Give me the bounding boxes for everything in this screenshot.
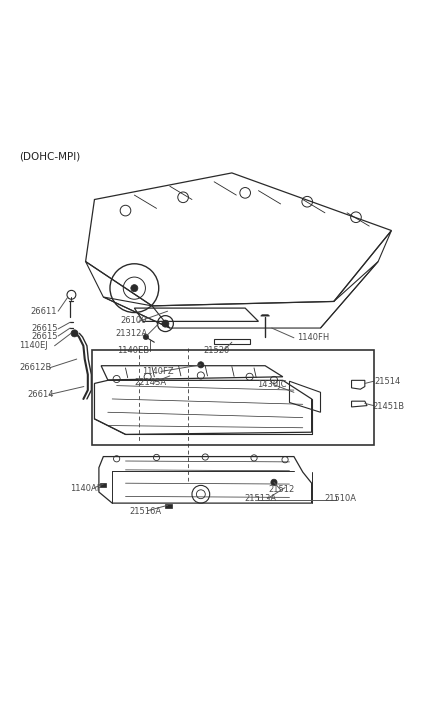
Circle shape xyxy=(143,334,149,340)
Polygon shape xyxy=(100,483,106,487)
Circle shape xyxy=(71,330,78,337)
Text: 22143A: 22143A xyxy=(134,377,166,387)
Polygon shape xyxy=(260,315,269,316)
Text: (DOHC-MPI): (DOHC-MPI) xyxy=(19,151,80,161)
Text: 21514: 21514 xyxy=(375,377,401,386)
Text: 21451B: 21451B xyxy=(373,401,405,411)
Text: 1430JC: 1430JC xyxy=(258,380,287,389)
Bar xyxy=(92,350,374,446)
Circle shape xyxy=(198,362,204,368)
Text: 21312A: 21312A xyxy=(116,329,148,338)
Text: 21512: 21512 xyxy=(268,486,295,494)
Text: 21520: 21520 xyxy=(203,346,229,355)
Text: 26612B: 26612B xyxy=(19,364,51,372)
Circle shape xyxy=(162,320,169,327)
Text: 1140AF: 1140AF xyxy=(70,483,102,493)
Text: 26100: 26100 xyxy=(120,316,147,325)
Text: 26615: 26615 xyxy=(32,324,58,334)
Text: 26614: 26614 xyxy=(27,390,54,399)
Polygon shape xyxy=(165,504,172,508)
Text: 21516A: 21516A xyxy=(129,507,161,515)
Text: 1140EB: 1140EB xyxy=(117,346,150,355)
Text: 1140EJ: 1140EJ xyxy=(19,341,48,350)
Text: 1140FZ: 1140FZ xyxy=(142,367,174,376)
Circle shape xyxy=(271,479,277,486)
Text: 26611: 26611 xyxy=(30,307,57,316)
Text: 21513A: 21513A xyxy=(244,494,277,503)
Text: 21510A: 21510A xyxy=(324,494,356,503)
Circle shape xyxy=(131,284,138,292)
Text: 26615: 26615 xyxy=(32,332,58,340)
Text: 1140FH: 1140FH xyxy=(297,333,330,342)
